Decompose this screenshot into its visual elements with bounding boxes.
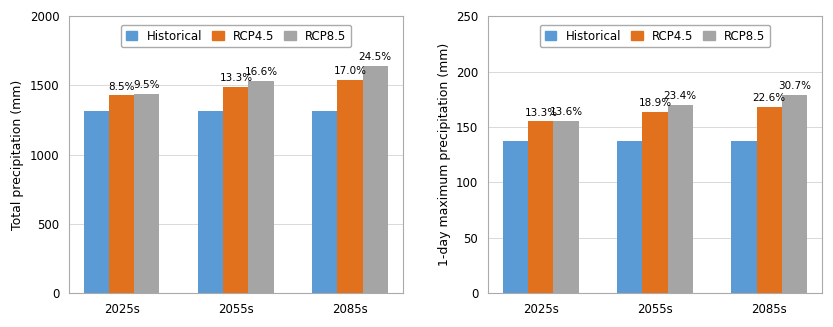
Bar [756,107,781,293]
Legend: Historical, RCP4.5, RCP8.5: Historical, RCP4.5, RCP8.5 [540,25,770,47]
Text: 24.5%: 24.5% [358,52,392,62]
Text: 18.9%: 18.9% [638,98,671,109]
Bar [528,121,553,293]
Bar [731,141,756,293]
Bar [248,81,273,293]
Text: 13.3%: 13.3% [524,108,557,118]
Bar [781,95,806,293]
Bar [84,111,109,293]
Text: 13.3%: 13.3% [219,73,252,83]
Bar [198,111,223,293]
Bar [362,66,387,293]
Text: 16.6%: 16.6% [244,67,277,77]
Text: 13.6%: 13.6% [550,107,582,117]
Y-axis label: 1-day maximum precipitation (mm): 1-day maximum precipitation (mm) [437,43,451,266]
Text: 30.7%: 30.7% [778,81,811,91]
Bar [134,94,159,293]
Bar [503,141,528,293]
Bar [109,95,134,293]
Text: 9.5%: 9.5% [133,80,160,90]
Bar [337,79,362,293]
Text: 17.0%: 17.0% [333,66,367,76]
Bar [223,87,248,293]
Text: 22.6%: 22.6% [752,94,786,103]
Bar [642,112,667,293]
Y-axis label: Total precipitation (mm): Total precipitation (mm) [11,79,24,230]
Text: 23.4%: 23.4% [664,92,696,101]
Bar [617,141,642,293]
Bar [553,121,579,293]
Text: 8.5%: 8.5% [108,82,135,92]
Bar [667,105,692,293]
Legend: Historical, RCP4.5, RCP8.5: Historical, RCP4.5, RCP8.5 [121,25,351,47]
Bar [312,111,337,293]
